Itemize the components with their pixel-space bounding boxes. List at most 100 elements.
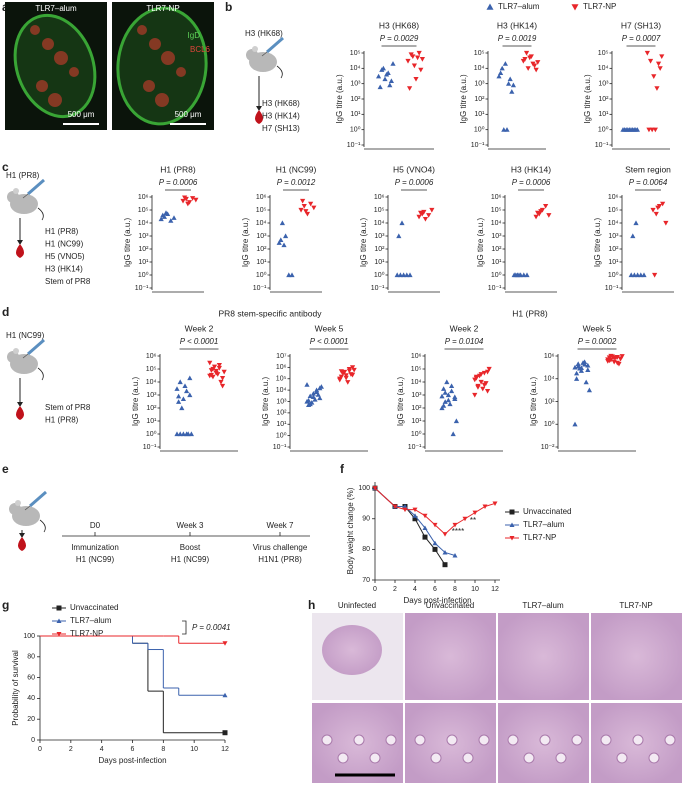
y-tick-label: 10² xyxy=(138,246,149,253)
data-point xyxy=(660,201,666,207)
legend-label: Unvaccinated xyxy=(523,507,571,516)
data-point xyxy=(376,73,382,79)
column-label: Uninfected xyxy=(338,601,376,610)
data-point xyxy=(185,201,191,207)
follicle xyxy=(161,51,175,65)
data-point xyxy=(349,372,356,378)
y-tick-label: 10² xyxy=(544,398,555,405)
data-point xyxy=(533,214,539,220)
data-point xyxy=(387,82,393,88)
data-point xyxy=(478,379,484,385)
data-point xyxy=(447,401,453,407)
blood-drop xyxy=(16,406,24,420)
data-point xyxy=(416,50,422,56)
legend-marker xyxy=(56,605,62,611)
data-point xyxy=(215,372,221,377)
data-point xyxy=(452,522,458,528)
data-point xyxy=(418,67,424,73)
chart-title: H3 (HK68) xyxy=(379,20,419,30)
p-value: P = 0.0006 xyxy=(159,178,198,187)
data-point xyxy=(392,504,398,509)
y-tick-label: 10⁻¹ xyxy=(488,285,502,292)
data-point xyxy=(176,399,182,404)
y-tick-label: 10⁶ xyxy=(146,353,157,360)
tissue xyxy=(13,13,97,119)
y-tick-label: 10⁴ xyxy=(491,220,502,227)
mouse-tail xyxy=(39,519,46,533)
y-tick-label: 10⁰ xyxy=(138,271,149,279)
data-point xyxy=(176,393,182,399)
y-tick-label: 10² xyxy=(276,410,287,417)
follicle xyxy=(137,25,147,35)
x-tick-label: 0 xyxy=(38,746,42,753)
y-tick-label: 10⁴ xyxy=(474,65,485,72)
data-point xyxy=(180,198,186,204)
data-point xyxy=(651,74,657,79)
x-tick-label: 8 xyxy=(453,586,457,593)
y-tick-label: 10⁰ xyxy=(474,126,485,134)
x-tick-label: 12 xyxy=(221,746,229,753)
data-point xyxy=(308,201,314,207)
group-title: H1 (PR8) xyxy=(512,308,548,318)
data-point xyxy=(439,393,445,399)
data-point xyxy=(163,210,169,215)
y-tick-label: 10¹ xyxy=(608,259,619,266)
chart-title: Stem region xyxy=(625,164,671,174)
legend-marker xyxy=(56,632,62,637)
data-point xyxy=(484,389,491,394)
y-tick-label: 10⁴ xyxy=(608,220,619,227)
stain-label: BCL6 xyxy=(190,45,211,54)
data-point xyxy=(208,368,214,373)
data-point xyxy=(442,399,448,404)
airway xyxy=(523,752,535,764)
data-point xyxy=(506,81,512,86)
data-point xyxy=(281,242,287,248)
data-point xyxy=(276,240,282,245)
y-tick-label: 10⁶ xyxy=(608,194,619,201)
y-tick-label: 10² xyxy=(146,405,157,412)
data-point xyxy=(216,363,222,368)
y-tick-label: 10² xyxy=(374,246,385,253)
data-point xyxy=(338,374,344,380)
y-tick-label: 10¹ xyxy=(374,259,385,266)
data-point xyxy=(444,379,450,385)
y-tick-label: 10³ xyxy=(350,81,361,88)
data-point xyxy=(524,272,530,278)
data-point xyxy=(452,394,458,400)
y-tick-label: 10⁴ xyxy=(374,220,385,227)
arrow-head xyxy=(17,240,23,245)
airway xyxy=(632,734,644,746)
syringe xyxy=(266,36,284,54)
p-value: P = 0.0007 xyxy=(622,34,661,43)
tissue xyxy=(322,625,382,675)
data-point xyxy=(445,392,451,398)
histology-image xyxy=(405,613,496,700)
needle xyxy=(22,193,29,199)
data-point xyxy=(278,237,284,242)
data-point xyxy=(510,82,516,88)
data-point xyxy=(343,375,349,381)
data-point xyxy=(533,67,539,73)
panel-letter: g xyxy=(2,598,9,612)
data-point xyxy=(405,58,411,64)
data-point xyxy=(174,386,180,391)
p-value: P = 0.0064 xyxy=(629,178,668,187)
y-tick-label: 10² xyxy=(474,96,485,103)
data-point xyxy=(283,233,289,239)
y-tick-label: 10⁰ xyxy=(256,271,267,279)
data-point xyxy=(605,359,611,364)
legend-label: TLR7–alum xyxy=(498,2,540,11)
data-point xyxy=(306,397,312,403)
tissue xyxy=(116,6,208,126)
data-point xyxy=(647,58,654,64)
data-point xyxy=(574,376,580,381)
y-tick-label: 10⁵ xyxy=(256,207,267,214)
y-tick-label: 10⁻² xyxy=(541,444,555,451)
y-tick-label: 10³ xyxy=(374,233,385,240)
data-point xyxy=(449,383,455,388)
assay-label: H7 (SH13) xyxy=(262,124,300,133)
follicle xyxy=(30,25,40,35)
data-point xyxy=(412,507,418,513)
data-point xyxy=(310,394,316,400)
data-point xyxy=(574,370,580,376)
